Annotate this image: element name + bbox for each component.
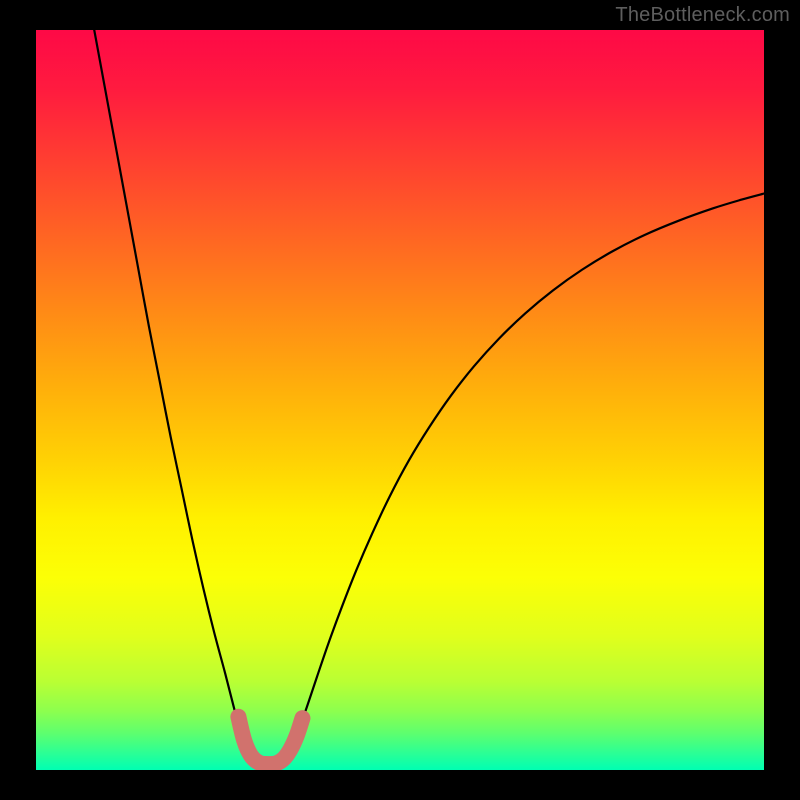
watermark-text: TheBottleneck.com	[615, 4, 790, 27]
bottleneck-chart-svg	[0, 0, 800, 800]
chart-container: TheBottleneck.com	[0, 0, 800, 800]
